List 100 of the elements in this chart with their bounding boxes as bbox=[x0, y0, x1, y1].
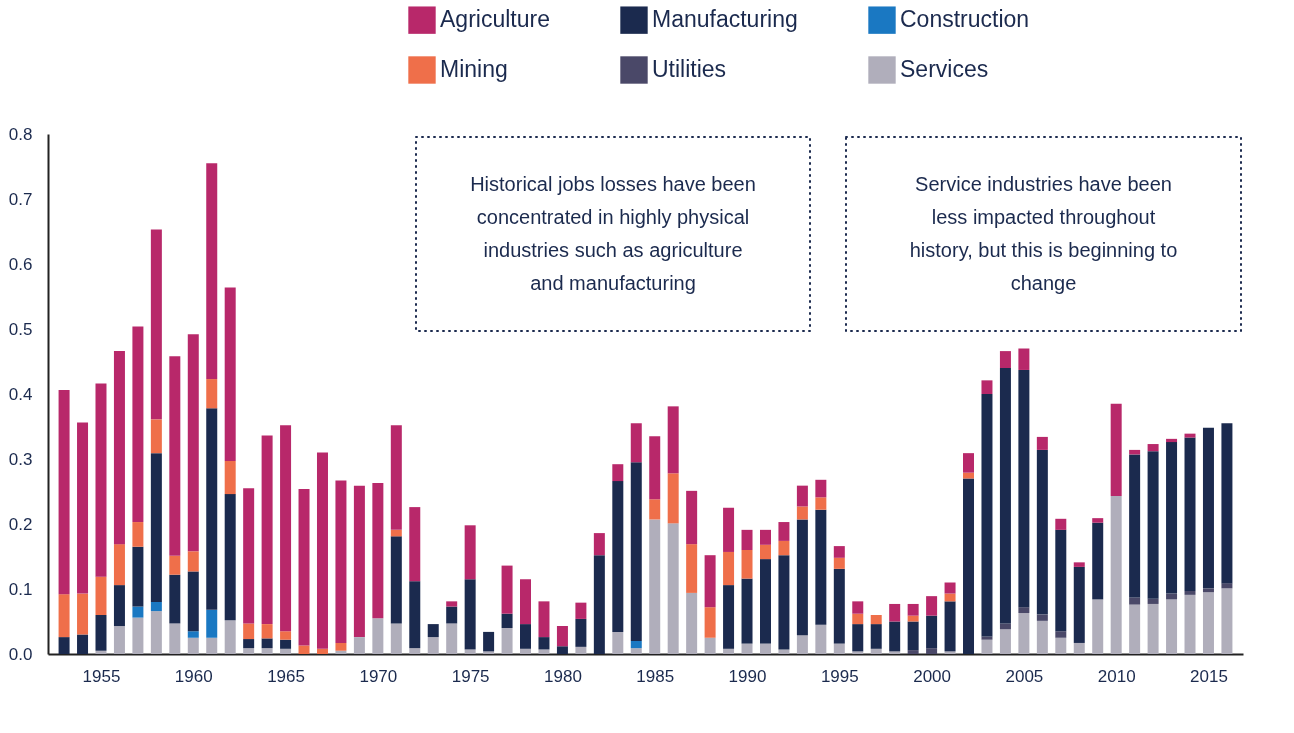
x-tick-label: 1955 bbox=[82, 666, 121, 686]
bar bbox=[1073, 642, 1085, 654]
bar bbox=[1110, 403, 1122, 497]
bar bbox=[206, 609, 218, 638]
bar bbox=[649, 519, 661, 654]
bar bbox=[1018, 348, 1030, 370]
bar bbox=[132, 546, 144, 607]
bar bbox=[77, 634, 89, 654]
bar bbox=[667, 473, 679, 524]
bar bbox=[132, 326, 144, 523]
bar bbox=[243, 488, 255, 624]
bar bbox=[686, 544, 698, 593]
bar bbox=[889, 651, 901, 654]
legend-label: Agriculture bbox=[440, 6, 550, 33]
bar bbox=[150, 602, 162, 612]
x-tick-label: 1965 bbox=[267, 666, 305, 686]
bar bbox=[704, 607, 716, 638]
bar bbox=[446, 601, 458, 607]
bar bbox=[187, 571, 199, 632]
bar bbox=[243, 648, 255, 654]
bar bbox=[95, 383, 107, 577]
bar bbox=[759, 559, 771, 644]
bar bbox=[224, 620, 236, 654]
bar bbox=[1184, 433, 1196, 438]
bar bbox=[335, 650, 347, 654]
bar bbox=[686, 592, 698, 654]
x-tick-label: 1960 bbox=[174, 666, 213, 686]
bar bbox=[833, 546, 845, 558]
bar bbox=[169, 555, 181, 575]
bar bbox=[723, 585, 735, 649]
legend-label: Manufacturing bbox=[652, 6, 798, 33]
bar bbox=[593, 555, 605, 654]
bar bbox=[741, 578, 753, 644]
bar bbox=[833, 557, 845, 569]
bar bbox=[316, 648, 328, 654]
bar bbox=[113, 544, 125, 586]
bar bbox=[77, 593, 89, 635]
bar bbox=[999, 368, 1011, 624]
bar bbox=[870, 615, 882, 625]
bar bbox=[427, 637, 439, 654]
bar bbox=[224, 494, 236, 621]
bar bbox=[464, 649, 476, 654]
bar bbox=[686, 490, 698, 545]
bar bbox=[335, 480, 347, 643]
bar bbox=[464, 579, 476, 650]
bar bbox=[132, 617, 144, 654]
bar bbox=[372, 483, 384, 619]
bar bbox=[833, 568, 845, 644]
bar bbox=[612, 631, 624, 654]
bar bbox=[169, 356, 181, 556]
y-tick-label: 0.6 bbox=[8, 254, 33, 274]
bar bbox=[1202, 588, 1214, 593]
bar bbox=[852, 624, 864, 652]
bar bbox=[630, 641, 642, 649]
bar bbox=[187, 334, 199, 552]
bar bbox=[796, 485, 808, 507]
x-tick-label: 2000 bbox=[913, 666, 952, 686]
bar bbox=[1166, 438, 1178, 443]
bar bbox=[538, 601, 550, 638]
bar bbox=[944, 601, 956, 652]
bar bbox=[1036, 620, 1048, 654]
bar bbox=[667, 523, 679, 654]
bar bbox=[113, 626, 125, 654]
bar bbox=[187, 551, 199, 572]
bar bbox=[132, 606, 144, 618]
bar bbox=[815, 479, 827, 498]
y-tick-label: 0.1 bbox=[8, 579, 33, 599]
bar bbox=[206, 163, 218, 380]
bar bbox=[778, 555, 790, 650]
bar bbox=[759, 529, 771, 545]
bar bbox=[1055, 529, 1067, 632]
bar bbox=[575, 646, 587, 654]
bar bbox=[907, 621, 919, 651]
y-tick-label: 0.3 bbox=[8, 449, 33, 469]
bar bbox=[280, 648, 292, 654]
bar bbox=[981, 380, 993, 394]
bar bbox=[778, 522, 790, 541]
bar bbox=[649, 499, 661, 520]
bar bbox=[427, 624, 439, 638]
bar bbox=[169, 623, 181, 654]
bar bbox=[1184, 437, 1196, 591]
bar bbox=[1129, 604, 1141, 654]
bar bbox=[316, 452, 328, 649]
bar bbox=[58, 390, 70, 595]
x-tick-label: 1980 bbox=[544, 666, 582, 686]
bar bbox=[981, 639, 993, 654]
legend-label: Services bbox=[900, 56, 989, 82]
y-tick-label: 0.5 bbox=[8, 319, 33, 339]
bar bbox=[852, 651, 864, 654]
bar bbox=[243, 639, 255, 649]
bar bbox=[630, 462, 642, 641]
bar bbox=[298, 488, 310, 646]
x-tick-label: 1970 bbox=[359, 666, 398, 686]
bar bbox=[95, 650, 107, 654]
bar bbox=[1092, 599, 1104, 654]
bar bbox=[501, 628, 513, 654]
bar bbox=[963, 478, 975, 654]
bar bbox=[649, 436, 661, 500]
bar bbox=[1036, 614, 1048, 621]
bar bbox=[1036, 449, 1048, 615]
